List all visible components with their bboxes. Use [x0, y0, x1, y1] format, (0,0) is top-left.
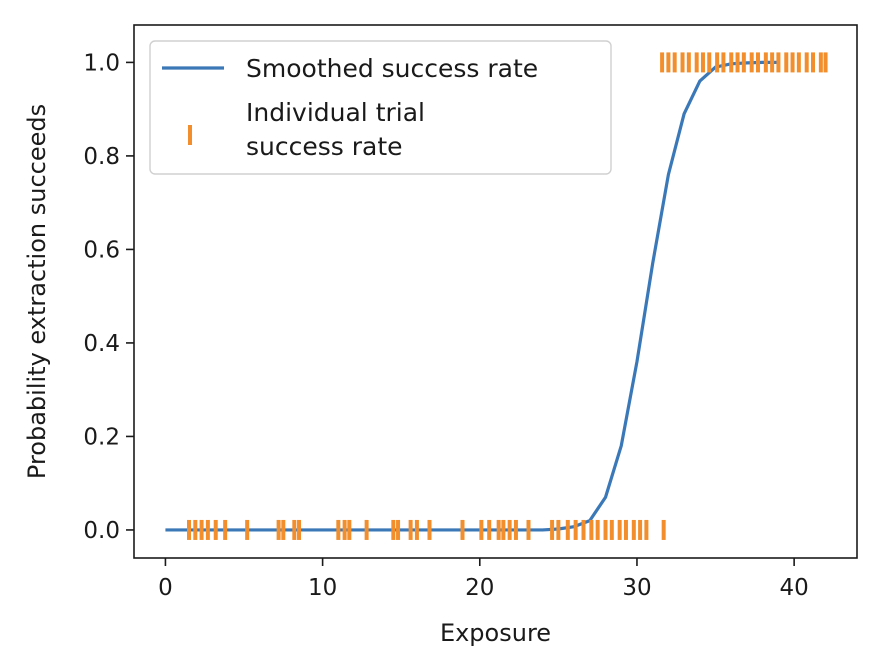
y-tick-label: 0.6	[83, 237, 120, 263]
x-tick-label: 10	[308, 575, 337, 601]
x-tick-label: 40	[779, 575, 808, 601]
plot-frame	[133, 24, 858, 559]
y-tick-label: 0.2	[83, 424, 120, 450]
y-axis-title: Probability extraction succeeds	[23, 104, 51, 479]
legend-box	[149, 40, 612, 175]
y-tick-label: 0.4	[83, 331, 120, 357]
x-tick-label: 0	[158, 575, 173, 601]
legend-label-smoothed: Smoothed success rate	[246, 54, 538, 83]
y-tick-label: 1.0	[83, 50, 120, 76]
x-tick-label: 30	[622, 575, 651, 601]
legend: Smoothed success rate Individual trial suc…	[149, 40, 612, 175]
x-axis-title: Exposure	[440, 619, 551, 647]
x-tick-label: 20	[465, 575, 494, 601]
legend-label-trial: Individual trial success rate	[246, 98, 425, 161]
series-line-smoothed	[165, 60, 779, 532]
y-axis: 0.0 0.2 0.4 0.6 0.8 1.0	[83, 50, 134, 544]
y-tick-label: 0.8	[83, 144, 120, 170]
y-tick-label: 0.0	[83, 518, 120, 544]
x-axis: 0 10 20 30 40	[158, 558, 809, 601]
plot-area	[133, 24, 858, 559]
